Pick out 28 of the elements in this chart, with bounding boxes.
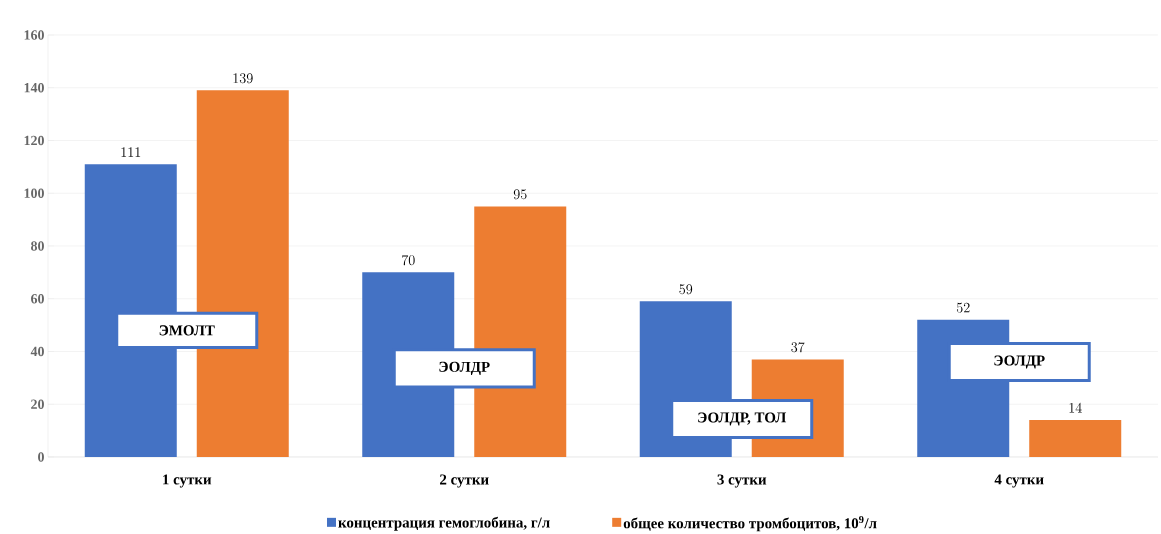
- annotation: ЭМОЛТ: [159, 325, 215, 336]
- y-tick-label: 100: [24, 188, 44, 199]
- x-tick-label: 2 сутки: [440, 474, 489, 488]
- y-tick-label: 140: [24, 83, 44, 93]
- data-label: 14: [1069, 403, 1082, 413]
- y-tick-label: 80: [31, 241, 44, 251]
- y-tick-label: 120: [24, 135, 44, 146]
- annotation: ЭОЛДР: [439, 362, 490, 376]
- bar: [1029, 420, 1122, 458]
- x-tick-label: 3 сутки: [717, 474, 767, 488]
- y-tick-label: 20: [31, 399, 44, 410]
- data-label: 139: [233, 73, 253, 84]
- data-label: 37: [791, 342, 805, 353]
- data-label: 111: [121, 147, 141, 157]
- y-tick-label: 40: [30, 346, 44, 357]
- annotation: ЭОЛДР: [994, 355, 1045, 369]
- legend-label: общее количество тромбоцитов, 10$^{9}$/л: [623, 516, 877, 532]
- data-label: 95: [513, 189, 527, 200]
- data-label: 59: [679, 284, 693, 295]
- legend-label: концентрация гемоглобина, г/л: [338, 516, 550, 531]
- x-tick-label: 1 сутки: [163, 474, 212, 488]
- y-tick-label: 0: [38, 452, 44, 462]
- y-tick-label: 160: [24, 30, 44, 40]
- data-label: 52: [956, 302, 970, 313]
- x-tick-label: 4 сутки: [994, 474, 1044, 488]
- data-label: 70: [402, 255, 415, 266]
- y-tick-label: 60: [31, 294, 44, 304]
- annotation: ЭОЛДР, ТОЛ: [698, 412, 787, 426]
